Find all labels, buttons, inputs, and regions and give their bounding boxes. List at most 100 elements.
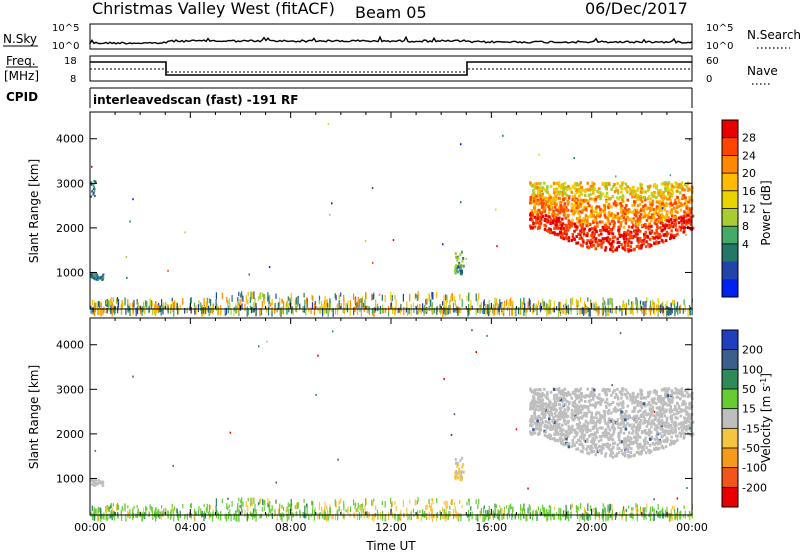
echo-cell bbox=[565, 432, 569, 436]
echo-cell bbox=[95, 181, 97, 184]
echo-cell bbox=[90, 195, 92, 198]
echo-cell bbox=[590, 415, 593, 419]
echo-cell bbox=[556, 431, 560, 435]
echo-cell bbox=[556, 512, 558, 516]
echo-cell bbox=[305, 307, 307, 316]
echo-cell bbox=[662, 224, 665, 228]
echo-cell bbox=[607, 230, 610, 234]
echo-cell bbox=[592, 189, 595, 193]
echo-cell bbox=[664, 225, 667, 229]
echo-cell bbox=[637, 221, 641, 225]
echo-cell bbox=[575, 225, 579, 229]
echo-cell bbox=[302, 512, 304, 517]
echo-cell bbox=[545, 302, 547, 309]
echo-cell bbox=[227, 300, 229, 307]
echo-cell bbox=[630, 395, 634, 399]
echo-cell bbox=[677, 404, 681, 408]
echo-cell bbox=[664, 187, 667, 191]
echo-cell bbox=[372, 261, 374, 264]
freq-label: Freq. bbox=[6, 54, 36, 68]
echo-cell bbox=[371, 293, 373, 301]
echo-cell bbox=[306, 503, 308, 507]
echo-cell bbox=[443, 302, 445, 307]
echo-cell bbox=[99, 480, 102, 483]
echo-cell bbox=[229, 431, 232, 434]
echo-cell bbox=[671, 409, 674, 413]
echo-cell bbox=[611, 504, 613, 511]
echo-cell bbox=[611, 213, 615, 217]
echo-cell bbox=[585, 222, 589, 225]
echo-cell bbox=[551, 212, 554, 216]
echo-cell bbox=[535, 182, 538, 186]
echo-cell bbox=[577, 438, 580, 442]
echo-cell bbox=[617, 220, 620, 224]
echo-cell bbox=[633, 395, 636, 399]
echo-cell bbox=[202, 308, 204, 317]
echo-cell bbox=[611, 298, 613, 307]
echo-cell bbox=[547, 214, 550, 218]
echo-cell bbox=[626, 244, 630, 248]
echo-cell bbox=[295, 297, 297, 305]
echo-cell bbox=[665, 211, 669, 215]
echo-cell bbox=[599, 239, 602, 243]
echo-cell bbox=[299, 509, 301, 515]
echo-cell bbox=[584, 439, 588, 443]
echo-cell bbox=[529, 195, 532, 199]
echo-cell bbox=[600, 232, 603, 236]
echo-cell bbox=[271, 299, 273, 306]
echo-cell bbox=[280, 514, 282, 520]
echo-cell bbox=[320, 507, 323, 512]
colorbar-segment bbox=[722, 137, 738, 156]
echo-cell bbox=[689, 511, 691, 515]
echo-cell bbox=[539, 511, 541, 515]
echo-cell bbox=[676, 185, 680, 189]
echo-cell bbox=[459, 268, 462, 272]
echo-cell bbox=[556, 306, 558, 311]
echo-cell bbox=[527, 507, 529, 514]
echo-cell bbox=[260, 514, 262, 519]
echo-cell bbox=[459, 294, 461, 301]
echo-cell bbox=[642, 507, 644, 515]
echo-cell bbox=[543, 387, 546, 391]
echo-cell bbox=[596, 446, 599, 450]
echo-cell bbox=[586, 387, 589, 391]
echo-cell bbox=[455, 461, 457, 465]
echo-cell bbox=[609, 308, 611, 313]
echo-cell bbox=[449, 511, 451, 518]
echo-cell bbox=[546, 405, 549, 409]
echo-cell bbox=[533, 421, 536, 425]
echo-cell bbox=[639, 389, 643, 393]
echo-cell bbox=[642, 439, 646, 442]
echo-cell bbox=[439, 514, 442, 520]
echo-cell bbox=[581, 307, 583, 315]
echo-cell bbox=[580, 425, 583, 428]
echo-cell bbox=[335, 501, 337, 509]
echo-cell bbox=[117, 299, 120, 309]
echo-cell bbox=[552, 191, 556, 195]
echo-cell bbox=[591, 427, 595, 431]
echo-cell bbox=[616, 443, 619, 447]
echo-cell bbox=[609, 297, 611, 303]
echo-cell bbox=[583, 227, 586, 231]
echo-cell bbox=[161, 299, 163, 307]
echo-cell bbox=[174, 300, 176, 309]
echo-cell bbox=[599, 211, 602, 215]
echo-cell bbox=[105, 307, 107, 313]
echo-cell bbox=[599, 403, 602, 407]
echo-cell bbox=[607, 202, 611, 206]
echo-cell bbox=[177, 514, 180, 521]
echo-cell bbox=[314, 301, 316, 306]
echo-cell bbox=[555, 393, 559, 397]
echo-cell bbox=[400, 509, 402, 518]
echo-cell bbox=[559, 205, 563, 209]
echo-cell bbox=[554, 403, 558, 407]
echo-cell bbox=[564, 435, 567, 438]
echo-cell bbox=[194, 308, 196, 315]
echo-cell bbox=[597, 212, 601, 216]
echo-cell bbox=[534, 402, 537, 406]
echo-cell bbox=[340, 292, 342, 297]
echo-cell bbox=[318, 306, 321, 314]
echo-cell bbox=[371, 499, 373, 506]
echo-cell bbox=[647, 242, 650, 246]
echo-cell bbox=[539, 398, 542, 402]
